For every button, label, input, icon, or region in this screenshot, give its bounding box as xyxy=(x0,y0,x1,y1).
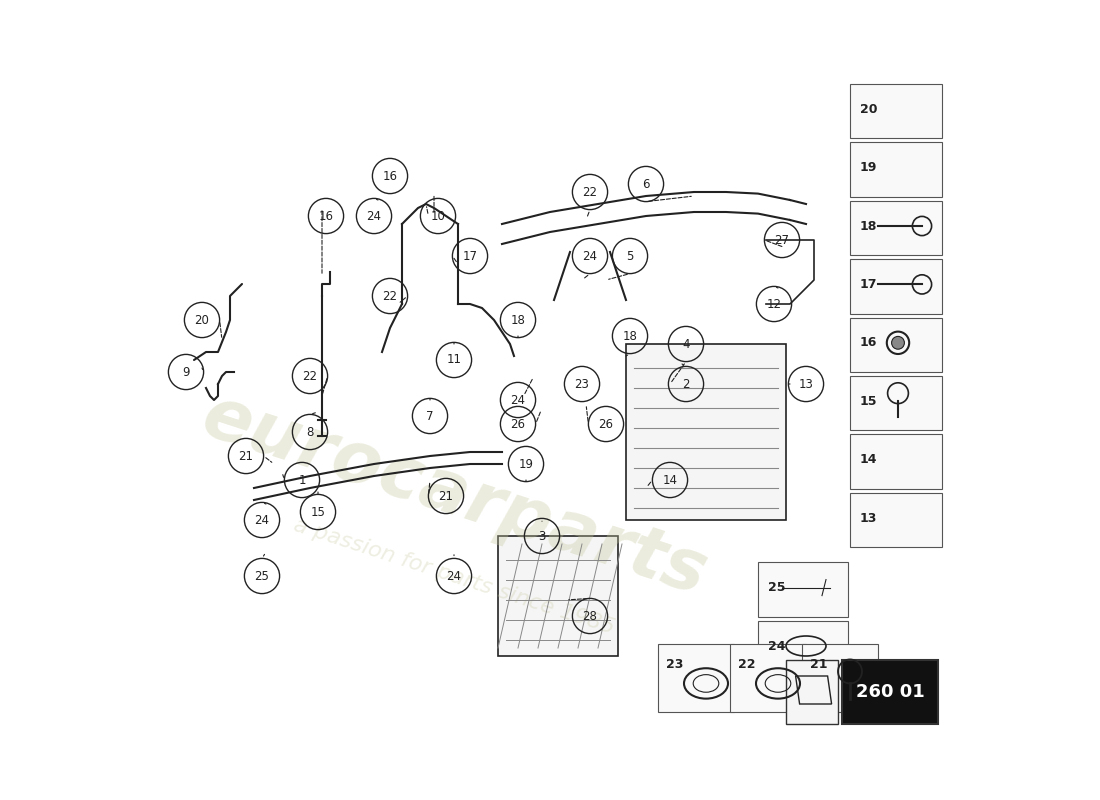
Text: 19: 19 xyxy=(859,161,877,174)
Text: 23: 23 xyxy=(666,658,683,671)
Text: 15: 15 xyxy=(310,506,326,518)
Text: 27: 27 xyxy=(774,234,790,246)
Text: 18: 18 xyxy=(510,314,526,326)
Text: 17: 17 xyxy=(462,250,477,262)
FancyBboxPatch shape xyxy=(850,201,942,255)
Text: 12: 12 xyxy=(767,298,781,310)
Text: 22: 22 xyxy=(738,658,756,671)
FancyBboxPatch shape xyxy=(658,644,734,712)
Text: a passion for parts since 1985: a passion for parts since 1985 xyxy=(292,514,617,638)
FancyBboxPatch shape xyxy=(850,434,942,489)
Text: 8: 8 xyxy=(306,426,313,438)
Text: 24: 24 xyxy=(447,570,462,582)
Text: 13: 13 xyxy=(799,378,813,390)
Text: 11: 11 xyxy=(447,354,462,366)
FancyBboxPatch shape xyxy=(758,562,848,617)
Text: eurocarparts: eurocarparts xyxy=(192,382,715,610)
Text: 21: 21 xyxy=(239,450,253,462)
Text: 18: 18 xyxy=(859,219,877,233)
FancyBboxPatch shape xyxy=(786,660,838,724)
Text: 22: 22 xyxy=(302,370,318,382)
Text: 9: 9 xyxy=(183,366,189,378)
Text: 20: 20 xyxy=(859,102,877,116)
FancyBboxPatch shape xyxy=(842,660,938,724)
Text: 15: 15 xyxy=(859,394,877,408)
Text: 16: 16 xyxy=(383,170,397,182)
Circle shape xyxy=(892,336,904,349)
Text: 7: 7 xyxy=(427,410,433,422)
Text: 23: 23 xyxy=(574,378,590,390)
Text: 21: 21 xyxy=(810,658,827,671)
FancyBboxPatch shape xyxy=(730,644,806,712)
Text: 28: 28 xyxy=(583,610,597,622)
Text: 10: 10 xyxy=(430,210,446,222)
FancyBboxPatch shape xyxy=(758,621,848,675)
Text: 20: 20 xyxy=(195,314,209,326)
FancyBboxPatch shape xyxy=(850,493,942,547)
Text: 24: 24 xyxy=(366,210,382,222)
FancyBboxPatch shape xyxy=(850,318,942,372)
Text: 16: 16 xyxy=(859,336,877,350)
FancyBboxPatch shape xyxy=(850,84,942,138)
Text: 5: 5 xyxy=(626,250,634,262)
Text: 2: 2 xyxy=(682,378,690,390)
Text: 1: 1 xyxy=(298,474,306,486)
Text: 16: 16 xyxy=(319,210,333,222)
Text: 26: 26 xyxy=(510,418,526,430)
FancyBboxPatch shape xyxy=(802,644,878,712)
Text: 3: 3 xyxy=(538,530,546,542)
Text: 18: 18 xyxy=(623,330,637,342)
Text: 26: 26 xyxy=(598,418,614,430)
FancyBboxPatch shape xyxy=(850,142,942,197)
Text: 24: 24 xyxy=(583,250,597,262)
Text: 24: 24 xyxy=(254,514,270,526)
Text: 4: 4 xyxy=(682,338,690,350)
FancyBboxPatch shape xyxy=(850,259,942,314)
Text: 14: 14 xyxy=(662,474,678,486)
Text: 22: 22 xyxy=(583,186,597,198)
Text: 260 01: 260 01 xyxy=(856,683,924,701)
Text: 25: 25 xyxy=(768,581,785,594)
FancyBboxPatch shape xyxy=(850,376,942,430)
Text: 24: 24 xyxy=(510,394,526,406)
Text: 19: 19 xyxy=(518,458,534,470)
Text: 25: 25 xyxy=(254,570,270,582)
Text: 14: 14 xyxy=(859,453,877,466)
FancyBboxPatch shape xyxy=(626,344,786,520)
Text: 24: 24 xyxy=(768,639,785,653)
Text: 17: 17 xyxy=(859,278,877,291)
Text: 22: 22 xyxy=(383,290,397,302)
Text: 6: 6 xyxy=(642,178,650,190)
FancyBboxPatch shape xyxy=(498,536,618,656)
Text: 13: 13 xyxy=(859,511,877,525)
Text: 21: 21 xyxy=(439,490,453,502)
